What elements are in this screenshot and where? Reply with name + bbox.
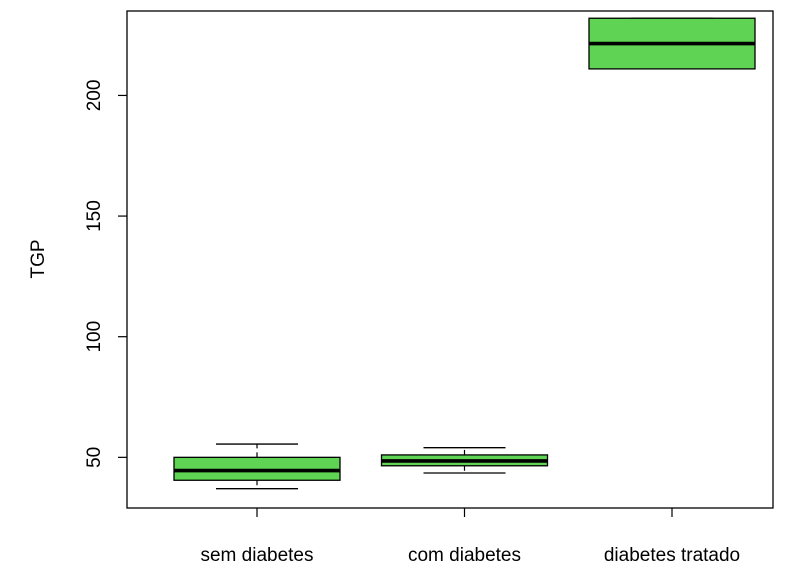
y-tick-label: 100: [84, 321, 105, 353]
y-axis: 50 100 150 200: [84, 80, 127, 468]
x-axis: sem diabetes com diabetes diabetes tratado: [200, 508, 740, 566]
x-tick-label: sem diabetes: [200, 545, 313, 566]
x-tick-label: com diabetes: [408, 545, 521, 566]
iqr-box: [173, 456, 341, 481]
boxes-layer: [173, 17, 756, 490]
y-tick-label: 50: [84, 447, 105, 468]
y-axis-label: TGP: [28, 239, 49, 278]
y-tick-label: 150: [84, 200, 105, 232]
box-group-3: [588, 17, 756, 70]
box-group-2: [380, 447, 549, 474]
x-tick-label: diabetes tratado: [604, 545, 740, 566]
box-group-1: [173, 443, 341, 490]
plot-frame: [126, 10, 774, 509]
y-tick-label: 200: [84, 80, 105, 112]
